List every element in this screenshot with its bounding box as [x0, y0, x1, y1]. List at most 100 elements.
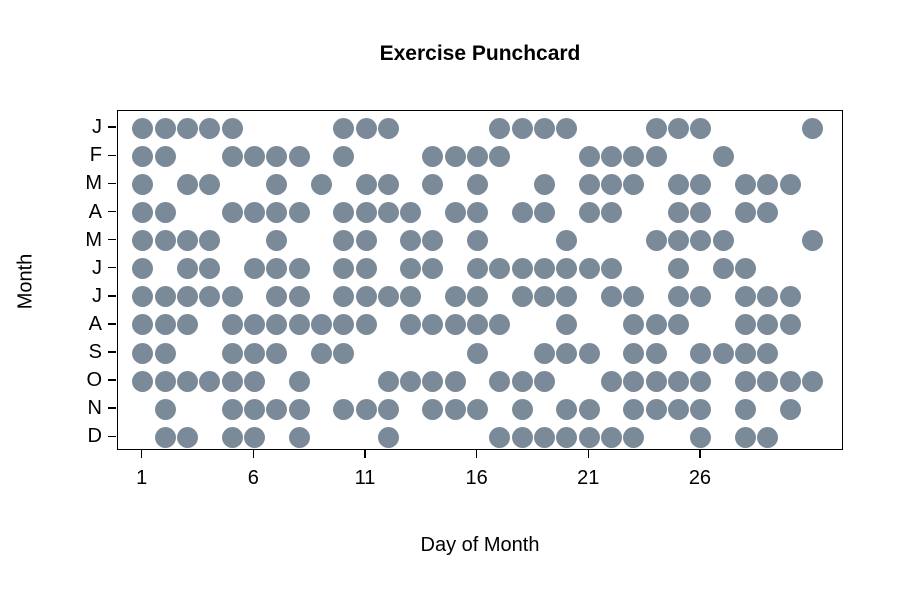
data-point [132, 370, 154, 392]
data-point [489, 145, 511, 167]
data-point [377, 398, 399, 420]
data-point [802, 370, 824, 392]
data-point [690, 202, 712, 223]
data-point [489, 426, 511, 448]
data-point [333, 117, 355, 139]
data-point [623, 370, 645, 392]
data-point [601, 173, 623, 195]
data-point [266, 258, 288, 280]
data-point [377, 117, 399, 139]
data-point [400, 370, 422, 392]
data-point [176, 173, 198, 195]
data-point [802, 117, 824, 139]
data-point [668, 202, 690, 223]
x-tick-label: 16 [465, 467, 488, 489]
data-point [668, 314, 690, 336]
data-point [735, 286, 757, 308]
data-point [154, 398, 176, 420]
data-point [422, 258, 444, 280]
x-tick-mark [699, 450, 701, 458]
data-point [556, 286, 578, 308]
data-point [243, 398, 265, 420]
data-point [422, 370, 444, 392]
y-tick-mark [108, 154, 116, 157]
data-point [377, 286, 399, 308]
data-point [377, 202, 399, 223]
data-point [176, 370, 198, 392]
data-point [690, 426, 712, 448]
data-point [757, 370, 779, 392]
data-point [243, 342, 265, 364]
data-point [623, 145, 645, 167]
data-point [333, 258, 355, 280]
data-point [288, 426, 310, 448]
data-point [645, 117, 667, 139]
data-point [154, 202, 176, 223]
data-point [154, 314, 176, 336]
data-point [266, 145, 288, 167]
y-tick-mark [108, 126, 116, 128]
data-point [221, 342, 243, 364]
data-point [154, 286, 176, 308]
data-point [333, 230, 355, 252]
x-tick-label: 21 [577, 467, 600, 489]
data-point [221, 286, 243, 308]
data-point [176, 230, 198, 252]
x-tick-label: 26 [688, 467, 712, 489]
data-point [467, 258, 489, 280]
data-point [534, 342, 556, 364]
data-point [355, 230, 377, 252]
data-point [735, 426, 757, 448]
x-tick-mark [140, 450, 143, 458]
data-point [154, 426, 176, 448]
data-point [199, 117, 221, 139]
data-point [400, 202, 422, 223]
data-point [266, 230, 288, 252]
data-point [712, 145, 734, 167]
data-point [668, 117, 690, 139]
data-point [556, 314, 578, 336]
data-point [690, 398, 712, 420]
y-tick-label: O [86, 369, 102, 392]
data-point [154, 230, 176, 252]
data-point [400, 258, 422, 280]
data-point [132, 230, 154, 252]
y-tick-label: F [89, 144, 102, 167]
data-point [690, 117, 712, 139]
data-point [735, 398, 757, 420]
data-point [377, 173, 399, 195]
data-point [645, 398, 667, 420]
data-point [511, 117, 533, 139]
data-point [288, 370, 310, 392]
y-tick-label: S [88, 341, 102, 363]
data-point [467, 286, 489, 308]
data-point [243, 202, 265, 223]
data-point [288, 258, 310, 280]
data-point [578, 342, 600, 364]
data-point [623, 398, 645, 420]
data-point [154, 117, 176, 139]
data-point [310, 173, 332, 195]
data-point [310, 342, 332, 364]
data-point [645, 370, 667, 392]
data-point [355, 173, 377, 195]
data-point [645, 314, 667, 336]
data-point [802, 230, 824, 252]
data-point [355, 202, 377, 223]
y-tick-label: D [87, 425, 102, 448]
data-point [690, 230, 712, 252]
data-point [556, 342, 578, 364]
data-point [199, 230, 221, 252]
data-point [132, 117, 154, 139]
data-point [333, 145, 355, 167]
data-point [467, 342, 489, 364]
data-point [221, 117, 243, 139]
data-point [757, 286, 779, 308]
data-point [132, 314, 154, 336]
data-point [735, 202, 757, 223]
data-point [757, 426, 779, 448]
data-point [132, 173, 154, 195]
data-point [556, 398, 578, 420]
data-point [645, 230, 667, 252]
